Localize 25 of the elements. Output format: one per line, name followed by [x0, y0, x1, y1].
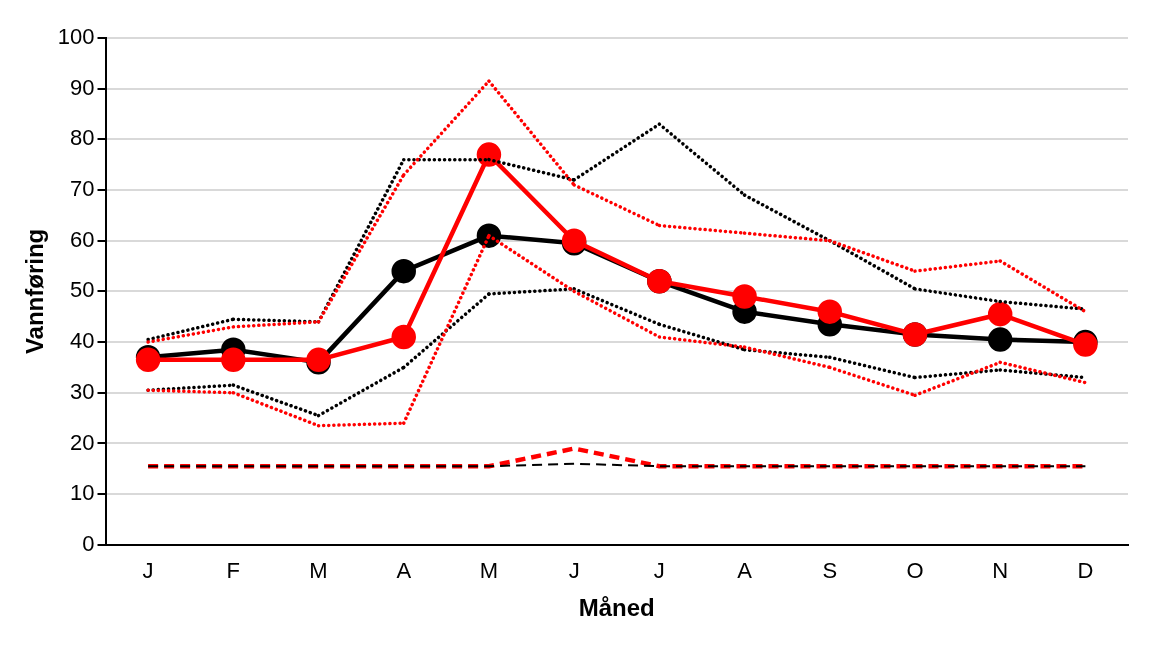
y-axis-title: Vannføring [21, 228, 49, 355]
x-tick-label: J [653, 558, 665, 584]
y-tick-label: 10 [70, 480, 95, 506]
x-tick-label: A [396, 558, 412, 584]
y-tick-label: 90 [70, 74, 95, 100]
y-tick-label: 70 [70, 176, 95, 202]
y-tick-label: 80 [70, 125, 95, 151]
x-tick-label: M [309, 558, 328, 584]
x-tick-label: O [906, 558, 924, 584]
x-tick-label: N [992, 558, 1009, 584]
y-tick-label: 20 [70, 429, 95, 455]
y-tick-label: 60 [70, 226, 95, 252]
x-tick-label: D [1077, 558, 1094, 584]
x-tick-label: J [142, 558, 154, 584]
y-tick-label: 30 [70, 378, 95, 404]
y-tick-label: 40 [70, 328, 95, 354]
y-tick-label: 100 [57, 24, 95, 50]
x-tick-label: F [226, 558, 241, 584]
y-tick-label: 0 [82, 530, 95, 556]
x-tick-label: J [568, 558, 580, 584]
y-tick-label: 50 [70, 277, 95, 303]
x-tick-label: A [737, 558, 753, 584]
x-tick-label: S [822, 558, 838, 584]
x-tick-label: M [479, 558, 499, 584]
x-axis-title: Måned [578, 594, 655, 622]
